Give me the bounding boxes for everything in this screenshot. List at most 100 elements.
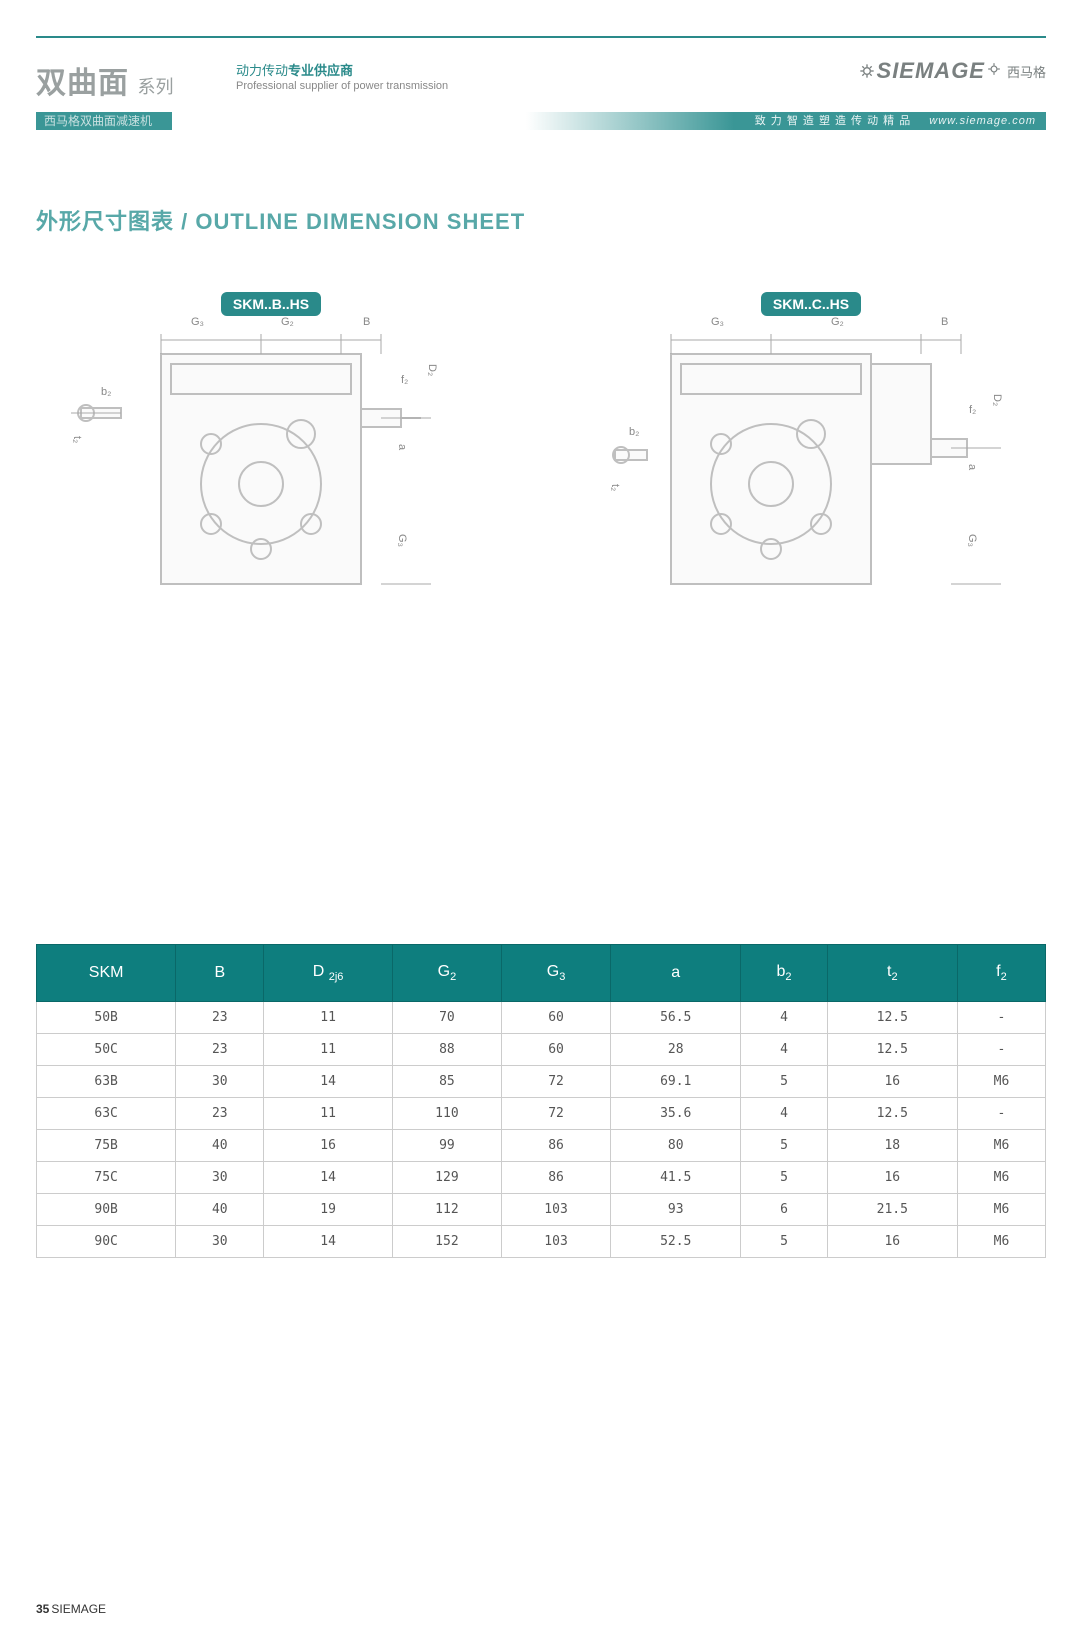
page-title: 外形尺寸图表 / OUTLINE DIMENSION SHEET <box>36 204 1046 236</box>
table-header: G3 <box>501 945 610 1002</box>
table-cell: 50B <box>37 1002 176 1034</box>
header: 双曲面 系列 动力传动专业供应商 Professional supplier o… <box>36 58 1046 118</box>
table-cell: 112 <box>392 1194 501 1226</box>
table-cell: 63C <box>37 1098 176 1130</box>
page-footer: 35SIEMAGE <box>36 1602 106 1616</box>
table-cell: 11 <box>264 1034 393 1066</box>
table-cell: 23 <box>176 1002 264 1034</box>
banner-left: 西马格双曲面减速机 <box>36 112 172 130</box>
table-cell: 63B <box>37 1066 176 1098</box>
tagline-cn-bold: 专业供应商 <box>288 63 353 78</box>
banner-right: 致 力 智 造 塑 造 传 动 精 品 www.siemage.com <box>526 112 1046 130</box>
table-cell: 50C <box>37 1034 176 1066</box>
table-row: 50B2311706056.5412.5- <box>37 1002 1046 1034</box>
table-cell: 12.5 <box>827 1098 957 1130</box>
series-title: 双曲面 系列 <box>36 58 173 102</box>
table-cell: 16 <box>827 1226 957 1258</box>
table-cell: 56.5 <box>611 1002 741 1034</box>
table-cell: 41.5 <box>611 1162 741 1194</box>
table-row: 50C2311886028412.5- <box>37 1034 1046 1066</box>
dim-d2-r: D₂ <box>991 394 1003 406</box>
dimension-table: SKMBD 2j6G2G3ab2t2f2 50B2311706056.5412.… <box>36 944 1046 1258</box>
table-cell: 21.5 <box>827 1194 957 1226</box>
table-cell: 18 <box>827 1130 957 1162</box>
tagline: 动力传动专业供应商 Professional supplier of power… <box>236 60 448 92</box>
table-cell: M6 <box>957 1130 1045 1162</box>
table-cell: 12.5 <box>827 1002 957 1034</box>
dim-b-r: B <box>941 316 948 328</box>
table-header: b2 <box>741 945 827 1002</box>
logo-cn: 西马格 <box>1007 62 1046 81</box>
footer-brand: SIEMAGE <box>51 1602 106 1616</box>
table-cell: 86 <box>501 1130 610 1162</box>
table-cell: 110 <box>392 1098 501 1130</box>
table-cell: 90C <box>37 1226 176 1258</box>
table-cell: 72 <box>501 1098 610 1130</box>
table-cell: 86 <box>501 1162 610 1194</box>
table-header: f2 <box>957 945 1045 1002</box>
gear-icon <box>859 63 875 79</box>
table-cell: M6 <box>957 1066 1045 1098</box>
table-cell: 129 <box>392 1162 501 1194</box>
diagram-left: SKM..B..HS G₃ G₂ B b₂ t₂ f₂ D₂ a G₃ <box>36 292 506 624</box>
table-cell: 14 <box>264 1066 393 1098</box>
table-cell: 40 <box>176 1194 264 1226</box>
table-cell: 5 <box>741 1226 827 1258</box>
series-sub-cn: 系列 <box>137 77 173 97</box>
table-cell: 5 <box>741 1162 827 1194</box>
table-cell: 80 <box>611 1130 741 1162</box>
table-row: 90C301415210352.5516M6 <box>37 1226 1046 1258</box>
table-cell: 85 <box>392 1066 501 1098</box>
table-cell: 60 <box>501 1034 610 1066</box>
series-main-cn: 双曲面 <box>36 67 129 100</box>
logo: SIEMAGE 西马格 <box>859 58 1046 84</box>
table-cell: 70 <box>392 1002 501 1034</box>
diagram-right: SKM..C..HS G₃ G₂ B b₂ t₂ f₂ D₂ a G₃ <box>576 292 1046 624</box>
table-cell: 60 <box>501 1002 610 1034</box>
dim-g3-r: G₃ <box>711 316 724 328</box>
table-cell: 75B <box>37 1130 176 1162</box>
table-header: t2 <box>827 945 957 1002</box>
dim-f2-r: f₂ <box>969 404 976 416</box>
table-cell: 14 <box>264 1162 393 1194</box>
table-cell: 16 <box>264 1130 393 1162</box>
dim-g3v: G₃ <box>396 534 408 547</box>
diagram-badge-right: SKM..C..HS <box>761 292 861 316</box>
dim-a-r: a <box>966 464 978 470</box>
table-row: 63B3014857269.1516M6 <box>37 1066 1046 1098</box>
dim-b: B <box>363 316 370 328</box>
table-cell: 28 <box>611 1034 741 1066</box>
table-cell: 14 <box>264 1226 393 1258</box>
dim-t2: t₂ <box>71 436 83 443</box>
table-cell: 152 <box>392 1226 501 1258</box>
table-cell: M6 <box>957 1162 1045 1194</box>
table-header: a <box>611 945 741 1002</box>
table-cell: 88 <box>392 1034 501 1066</box>
banner-slogan: 致 力 智 造 塑 造 传 动 精 品 <box>755 115 912 127</box>
table-cell: 19 <box>264 1194 393 1226</box>
table-cell: 6 <box>741 1194 827 1226</box>
table-cell: - <box>957 1034 1045 1066</box>
dim-g3v-r: G₃ <box>966 534 978 547</box>
page-number: 35 <box>36 1602 49 1616</box>
table-cell: 30 <box>176 1162 264 1194</box>
dim-a: a <box>396 444 408 450</box>
table-cell: 23 <box>176 1034 264 1066</box>
gear-icon-small <box>985 62 1001 81</box>
table-cell: 16 <box>827 1066 957 1098</box>
dim-f2: f₂ <box>401 374 408 386</box>
diagram-right-svg <box>611 334 1011 624</box>
table-cell: 90B <box>37 1194 176 1226</box>
tagline-cn: 动力传动专业供应商 <box>236 60 448 79</box>
table-cell: 103 <box>501 1226 610 1258</box>
table-cell: 11 <box>264 1002 393 1034</box>
table-cell: 75C <box>37 1162 176 1194</box>
tagline-cn-pre: 动力传动 <box>236 63 288 78</box>
table-cell: 35.6 <box>611 1098 741 1130</box>
table-cell: 5 <box>741 1066 827 1098</box>
diagram-badge-left: SKM..B..HS <box>221 292 321 316</box>
table-cell: 4 <box>741 1034 827 1066</box>
diagrams-row: SKM..B..HS G₃ G₂ B b₂ t₂ f₂ D₂ a G₃ <box>36 292 1046 624</box>
table-cell: 4 <box>741 1098 827 1130</box>
banner: 西马格双曲面减速机 致 力 智 造 塑 造 传 动 精 品 www.siemag… <box>36 112 1046 130</box>
